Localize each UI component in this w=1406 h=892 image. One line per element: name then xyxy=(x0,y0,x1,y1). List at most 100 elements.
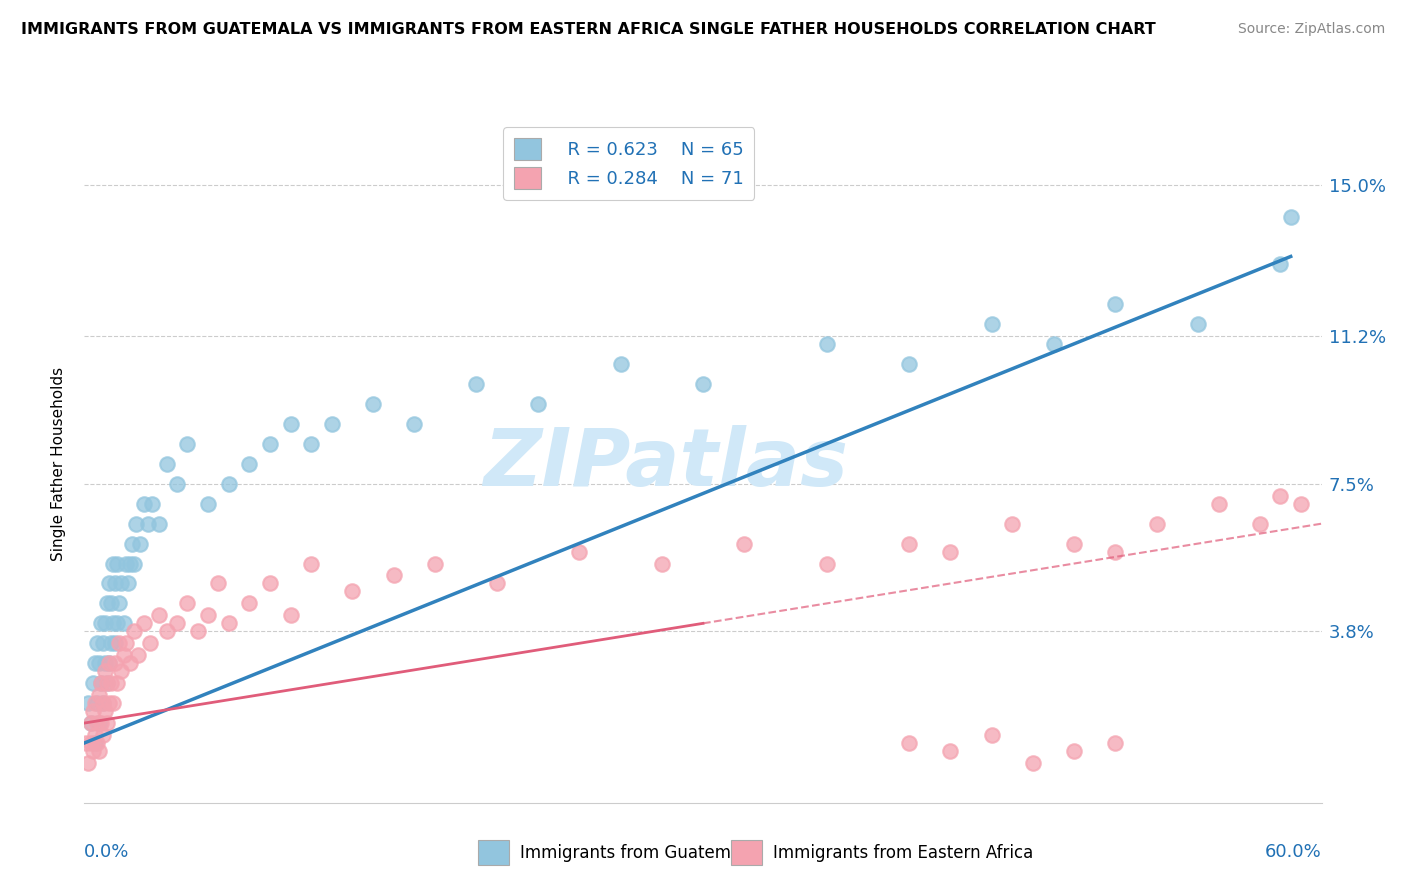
Point xyxy=(259,437,281,451)
Point xyxy=(83,657,105,671)
Point xyxy=(1104,297,1126,311)
Point xyxy=(259,576,281,591)
Point xyxy=(148,516,170,531)
Point xyxy=(96,676,118,690)
Point xyxy=(94,664,117,678)
Point xyxy=(1063,744,1085,758)
Point xyxy=(90,716,112,731)
Point xyxy=(90,616,112,631)
Point xyxy=(82,676,104,690)
Point xyxy=(148,608,170,623)
Point xyxy=(103,557,125,571)
Point xyxy=(651,557,673,571)
Point xyxy=(98,657,121,671)
Point xyxy=(207,576,229,591)
Point xyxy=(197,497,219,511)
Point xyxy=(114,557,136,571)
Point xyxy=(82,744,104,758)
Text: Immigrants from Eastern Africa: Immigrants from Eastern Africa xyxy=(773,844,1033,862)
Point xyxy=(83,696,105,710)
Point xyxy=(90,676,112,690)
Point xyxy=(118,657,141,671)
Point xyxy=(238,457,260,471)
Point xyxy=(197,608,219,623)
Point xyxy=(1270,257,1292,271)
Point xyxy=(82,704,104,718)
Point xyxy=(1104,544,1126,558)
Point xyxy=(121,536,143,550)
Point xyxy=(342,584,364,599)
Text: 0.0%: 0.0% xyxy=(84,844,129,862)
Point xyxy=(87,688,110,702)
Point xyxy=(77,696,100,710)
Point xyxy=(898,357,921,371)
Point xyxy=(1001,516,1024,531)
Point xyxy=(465,377,488,392)
Point xyxy=(361,397,384,411)
Point xyxy=(815,557,838,571)
Point xyxy=(108,596,131,610)
Point xyxy=(103,696,125,710)
Point xyxy=(110,664,132,678)
Point xyxy=(1249,516,1271,531)
Point xyxy=(733,536,755,550)
Point xyxy=(321,417,343,431)
Point xyxy=(280,608,302,623)
Point xyxy=(77,756,100,770)
Point xyxy=(79,716,101,731)
Text: Immigrants from Guatemala: Immigrants from Guatemala xyxy=(520,844,756,862)
Point xyxy=(299,557,322,571)
Point xyxy=(86,636,108,650)
Point xyxy=(96,596,118,610)
Point xyxy=(112,616,135,631)
Point xyxy=(87,657,110,671)
Point xyxy=(1279,210,1302,224)
Text: ZIPatlas: ZIPatlas xyxy=(484,425,848,503)
Point xyxy=(91,696,114,710)
Point xyxy=(100,676,122,690)
Point xyxy=(122,624,145,639)
Point xyxy=(1187,318,1209,332)
Point xyxy=(83,728,105,742)
Point xyxy=(127,648,149,663)
Point xyxy=(1146,516,1168,531)
Point xyxy=(83,736,105,750)
Point xyxy=(187,624,209,639)
Point xyxy=(91,728,114,742)
Point xyxy=(898,736,921,750)
Point xyxy=(110,576,132,591)
Point xyxy=(105,616,128,631)
Text: Source: ZipAtlas.com: Source: ZipAtlas.com xyxy=(1237,22,1385,37)
Y-axis label: Single Father Households: Single Father Households xyxy=(51,367,66,561)
Point xyxy=(91,696,114,710)
Point xyxy=(980,318,1002,332)
Point xyxy=(527,397,550,411)
Point xyxy=(96,676,118,690)
Point xyxy=(176,437,198,451)
Point xyxy=(280,417,302,431)
Point xyxy=(125,516,148,531)
Point xyxy=(112,648,135,663)
Point xyxy=(980,728,1002,742)
Point xyxy=(1289,497,1312,511)
Point xyxy=(166,616,188,631)
Point xyxy=(87,744,110,758)
Point xyxy=(91,636,114,650)
Point xyxy=(1022,756,1045,770)
Point xyxy=(299,437,322,451)
Legend:   R = 0.623    N = 65,   R = 0.284    N = 71: R = 0.623 N = 65, R = 0.284 N = 71 xyxy=(503,128,754,200)
Point xyxy=(898,536,921,550)
Point xyxy=(104,576,127,591)
Point xyxy=(568,544,591,558)
Point xyxy=(1270,489,1292,503)
Point xyxy=(1208,497,1230,511)
Text: 60.0%: 60.0% xyxy=(1265,844,1322,862)
Point xyxy=(86,736,108,750)
Point xyxy=(104,636,127,650)
Point xyxy=(134,497,156,511)
Point xyxy=(122,557,145,571)
Point xyxy=(404,417,426,431)
Point xyxy=(118,557,141,571)
Point xyxy=(136,516,159,531)
Point xyxy=(98,657,121,671)
